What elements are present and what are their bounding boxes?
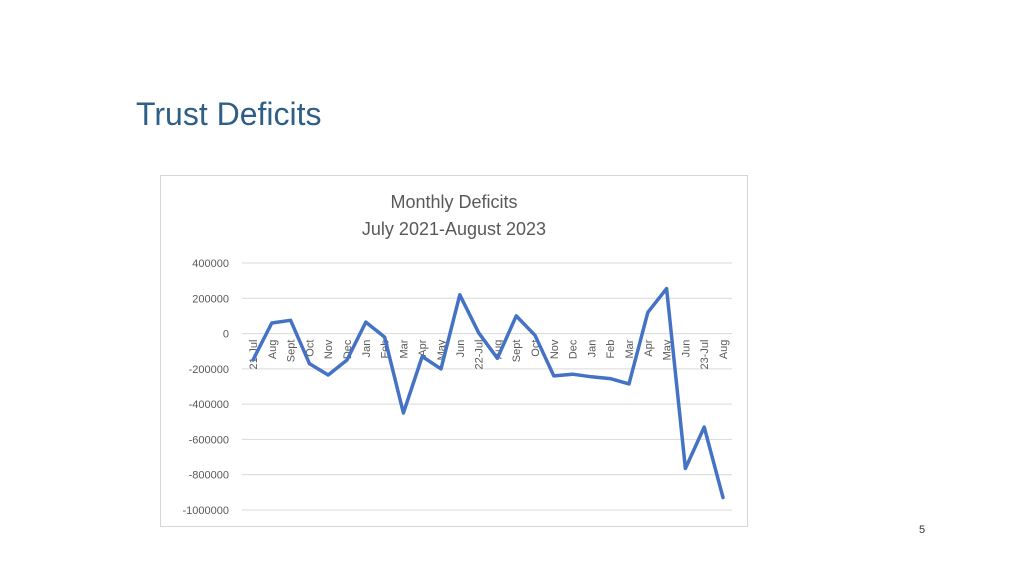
data-point — [477, 331, 481, 335]
x-tick-label: 22-Jul — [474, 340, 486, 370]
data-point — [420, 355, 424, 359]
x-tick-label: Jun — [680, 340, 692, 358]
data-point — [683, 467, 687, 471]
data-point — [646, 310, 650, 314]
x-tick-label: Jun — [455, 340, 467, 358]
x-tick-label: Dec — [568, 339, 580, 359]
data-point — [571, 372, 575, 376]
data-point — [383, 335, 387, 339]
y-tick-label: -200000 — [189, 364, 229, 376]
x-tick-label: Aug — [718, 340, 730, 360]
x-tick-label: Jan — [361, 340, 373, 358]
data-point — [533, 333, 537, 337]
y-tick-label: -600000 — [189, 434, 229, 446]
y-tick-label: -800000 — [189, 470, 229, 482]
data-point — [721, 496, 725, 500]
data-point — [589, 375, 593, 379]
x-tick-label: Aug — [267, 340, 279, 360]
chart-subtitle: July 2021-August 2023 — [361, 219, 547, 239]
data-point — [702, 425, 706, 429]
data-point — [495, 356, 499, 360]
x-tick-label: Sept — [511, 340, 523, 363]
x-tick-label: Feb — [605, 340, 617, 359]
data-point — [345, 358, 349, 362]
x-tick-label: May — [662, 339, 674, 360]
data-point — [251, 358, 255, 362]
chart-title: Monthly Deficits — [390, 192, 518, 212]
y-tick-label: -1000000 — [183, 505, 230, 517]
data-point — [627, 382, 631, 386]
line-chart: 400000 200000 0 -200000 -400000 -600000 -80000… — [183, 258, 732, 517]
data-point — [307, 362, 311, 366]
x-tick-label: Apr — [643, 339, 655, 356]
page-number: 5 — [919, 524, 926, 536]
y-tick-label: 0 — [223, 329, 229, 341]
data-point — [608, 377, 612, 381]
data-point — [665, 287, 669, 291]
data-point — [364, 320, 368, 324]
data-point — [289, 318, 293, 322]
x-tick-label: Apr — [417, 339, 429, 356]
x-tick-label: Mar — [398, 339, 410, 358]
chart-container: Monthly Deficits July 2021-August 2023 4… — [160, 175, 748, 527]
data-point — [326, 373, 330, 377]
y-tick-label: 200000 — [192, 293, 229, 305]
data-point — [458, 293, 462, 297]
x-tick-label: Jan — [586, 340, 598, 358]
x-tick-label: 23-Jul — [699, 340, 711, 370]
data-point — [514, 314, 518, 318]
series-line — [251, 286, 725, 500]
x-tick-label: Nov — [323, 339, 335, 359]
data-point — [439, 367, 443, 371]
data-point — [401, 411, 405, 415]
y-tick-label: -400000 — [189, 399, 229, 411]
y-tick-label: 400000 — [192, 258, 229, 270]
x-tick-label: Mar — [624, 339, 636, 358]
x-tick-label: Sept — [286, 340, 298, 363]
x-tick-label: Nov — [549, 339, 561, 359]
data-point — [270, 321, 274, 325]
slide-title: Trust Deficits — [136, 96, 322, 132]
x-tick-label: Oct — [304, 340, 316, 357]
data-point — [552, 374, 556, 378]
